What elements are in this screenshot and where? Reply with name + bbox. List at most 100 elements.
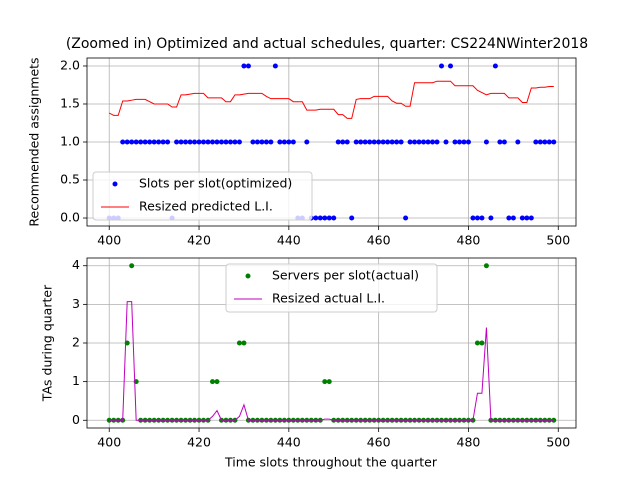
data-point: [483, 263, 489, 269]
data-point: [497, 139, 503, 145]
legend-label: Servers per slot(actual): [272, 268, 419, 283]
data-point: [120, 139, 126, 145]
data-point: [223, 139, 229, 145]
data-point: [210, 379, 216, 385]
data-point: [367, 139, 373, 145]
data-point: [519, 215, 525, 221]
data-point: [542, 139, 548, 145]
data-point: [524, 215, 530, 221]
data-point: [501, 139, 507, 145]
series-line: [109, 301, 554, 421]
data-point: [416, 139, 422, 145]
data-point: [259, 139, 265, 145]
data-point: [430, 139, 436, 145]
data-point: [474, 340, 480, 346]
x-tick-label: 420: [187, 233, 211, 248]
data-point: [156, 139, 162, 145]
data-point: [421, 139, 427, 145]
data-point: [268, 139, 274, 145]
data-point: [344, 139, 350, 145]
legend-label: Resized actual L.I.: [272, 291, 385, 306]
legend-box: [225, 263, 438, 313]
x-axis-label: Time slots throughout the quarter: [224, 455, 438, 470]
legend-label: Resized predicted L.I.: [139, 199, 273, 214]
data-point: [358, 139, 364, 145]
x-tick-label: 400: [97, 435, 121, 450]
data-point: [443, 139, 449, 145]
data-point: [412, 139, 418, 145]
data-point: [452, 139, 458, 145]
y-tick-label: 1.5: [60, 95, 80, 110]
data-point: [214, 379, 220, 385]
data-point: [286, 139, 292, 145]
data-point: [385, 139, 391, 145]
data-point: [447, 63, 453, 69]
data-point: [380, 139, 386, 145]
data-point: [479, 215, 485, 221]
series-line: [109, 80, 554, 119]
data-point: [210, 139, 216, 145]
x-tick-label: 440: [277, 233, 301, 248]
data-point: [290, 139, 296, 145]
data-point: [227, 139, 233, 145]
y-tick-label: 0.5: [60, 172, 80, 187]
data-point: [326, 215, 332, 221]
data-point: [533, 139, 539, 145]
data-point: [129, 263, 135, 269]
legend-box: [92, 171, 313, 221]
data-point: [304, 139, 310, 145]
data-point: [488, 215, 494, 221]
data-point: [551, 417, 557, 423]
data-point: [546, 139, 552, 145]
data-point: [434, 139, 440, 145]
y-tick-label: 1: [72, 373, 80, 388]
x-tick-label: 420: [187, 435, 211, 450]
data-point: [254, 139, 260, 145]
data-point: [317, 215, 323, 221]
data-point: [456, 139, 462, 145]
axes-frame: [86, 257, 577, 429]
data-point: [349, 215, 355, 221]
data-point: [389, 139, 395, 145]
x-tick-label: 480: [457, 435, 481, 450]
y-tick-label: 1.0: [60, 134, 80, 149]
data-point: [236, 139, 242, 145]
data-point: [510, 215, 516, 221]
x-tick-label: 440: [277, 435, 301, 450]
data-point: [398, 139, 404, 145]
x-tick-label: 500: [546, 435, 570, 450]
data-point: [340, 139, 346, 145]
data-point: [183, 139, 189, 145]
y-tick-label: 3: [72, 296, 80, 311]
x-tick-label: 500: [546, 233, 570, 248]
x-tick-label: 400: [97, 233, 121, 248]
data-point: [322, 215, 328, 221]
data-point: [187, 139, 193, 145]
data-point: [281, 139, 287, 145]
data-point: [241, 340, 247, 346]
data-point: [470, 215, 476, 221]
data-point: [245, 63, 251, 69]
y-axis-label: Recommended assignmets: [27, 57, 42, 226]
data-point: [461, 139, 467, 145]
data-point: [272, 63, 278, 69]
data-point: [165, 139, 171, 145]
data-point: [218, 139, 224, 145]
legend-label: Slots per slot(optimized): [139, 176, 292, 191]
y-tick-label: 2.0: [60, 57, 80, 72]
x-tick-label: 460: [367, 233, 391, 248]
y-tick-label: 0: [72, 412, 80, 427]
y-tick-label: 2: [72, 335, 80, 350]
data-point: [362, 139, 368, 145]
legend-marker: [112, 181, 118, 187]
data-point: [138, 139, 144, 145]
y-tick-label: 4: [72, 257, 80, 272]
data-point: [124, 139, 130, 145]
data-point: [551, 139, 557, 145]
data-point: [353, 139, 359, 145]
data-point: [506, 215, 512, 221]
data-point: [528, 215, 534, 221]
data-point: [394, 139, 400, 145]
data-point: [474, 215, 480, 221]
data-point: [178, 139, 184, 145]
